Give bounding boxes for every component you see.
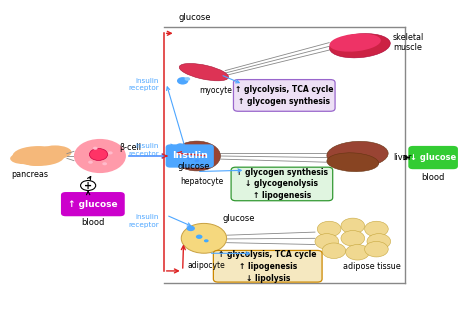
Circle shape	[176, 143, 184, 149]
Text: adipose tissue: adipose tissue	[343, 261, 401, 271]
Circle shape	[367, 234, 391, 249]
Circle shape	[102, 162, 107, 165]
Text: blood: blood	[421, 173, 445, 182]
Circle shape	[194, 159, 199, 162]
Ellipse shape	[38, 145, 72, 159]
FancyBboxPatch shape	[408, 146, 458, 169]
Circle shape	[365, 241, 388, 257]
FancyBboxPatch shape	[61, 192, 125, 216]
Ellipse shape	[12, 146, 64, 166]
FancyBboxPatch shape	[213, 251, 322, 282]
Circle shape	[341, 218, 365, 234]
Text: glucose: glucose	[223, 214, 255, 223]
Text: ↓ glucose: ↓ glucose	[410, 153, 456, 162]
Text: skeletal
muscle: skeletal muscle	[393, 33, 424, 52]
Circle shape	[346, 245, 369, 260]
Circle shape	[190, 147, 209, 160]
Text: +: +	[84, 181, 92, 191]
Circle shape	[81, 181, 96, 191]
Text: insulin
receptor: insulin receptor	[128, 143, 159, 157]
Ellipse shape	[327, 153, 379, 172]
FancyBboxPatch shape	[165, 144, 214, 168]
Text: glucose: glucose	[178, 162, 210, 171]
Text: myocyte: myocyte	[199, 86, 232, 95]
Circle shape	[184, 77, 190, 81]
FancyBboxPatch shape	[231, 167, 333, 201]
Text: ↑ glucose: ↑ glucose	[68, 200, 118, 209]
Ellipse shape	[329, 34, 390, 58]
Circle shape	[186, 155, 193, 160]
Circle shape	[341, 231, 365, 246]
Circle shape	[90, 149, 108, 160]
Text: insulin
receptor: insulin receptor	[128, 214, 159, 228]
Circle shape	[177, 77, 188, 85]
FancyBboxPatch shape	[234, 80, 335, 111]
Text: ↑ glycolysis, TCA cycle
↑ lipogenesis
↓ lipolysis: ↑ glycolysis, TCA cycle ↑ lipogenesis ↓ …	[219, 250, 317, 283]
Text: ↑ glycogen synthesis
↓ glycogenolysis
↑ lipogenesis: ↑ glycogen synthesis ↓ glycogenolysis ↑ …	[236, 168, 328, 200]
Circle shape	[318, 221, 341, 237]
Ellipse shape	[179, 63, 228, 81]
Circle shape	[74, 139, 126, 173]
Circle shape	[108, 151, 113, 154]
Circle shape	[181, 223, 227, 253]
Text: blood: blood	[81, 218, 105, 227]
Circle shape	[93, 147, 98, 150]
Circle shape	[365, 221, 388, 237]
Circle shape	[322, 243, 346, 259]
Text: glucose: glucose	[178, 13, 211, 22]
Text: pancreas: pancreas	[11, 170, 48, 179]
Text: β-cell: β-cell	[119, 143, 141, 152]
Text: ↑ glycolysis, TCA cycle
↑ glycogen synthesis: ↑ glycolysis, TCA cycle ↑ glycogen synth…	[235, 85, 334, 106]
Ellipse shape	[329, 34, 381, 52]
Ellipse shape	[173, 141, 220, 171]
Text: hepatocyte: hepatocyte	[180, 177, 223, 186]
Ellipse shape	[10, 153, 36, 164]
Text: insulin
receptor: insulin receptor	[128, 78, 159, 91]
Circle shape	[186, 226, 195, 231]
Text: liver: liver	[393, 153, 411, 162]
Ellipse shape	[327, 141, 388, 168]
Circle shape	[204, 239, 209, 242]
Circle shape	[88, 161, 93, 164]
Text: Insulin: Insulin	[172, 152, 208, 160]
Circle shape	[315, 234, 338, 249]
Circle shape	[196, 235, 202, 239]
Text: adipocyte: adipocyte	[187, 261, 225, 270]
Ellipse shape	[24, 157, 48, 166]
